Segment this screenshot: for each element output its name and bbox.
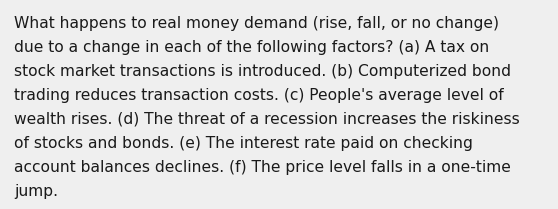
- Text: of stocks and bonds. (e) The interest rate paid on checking: of stocks and bonds. (e) The interest ra…: [14, 136, 473, 151]
- Text: account balances declines. (f) The price level falls in a one-time: account balances declines. (f) The price…: [14, 160, 511, 175]
- Text: stock market transactions is introduced. (b) Computerized bond: stock market transactions is introduced.…: [14, 64, 511, 79]
- Text: What happens to real money demand (rise, fall, or no change): What happens to real money demand (rise,…: [14, 16, 499, 31]
- Text: due to a change in each of the following factors? (a) A tax on: due to a change in each of the following…: [14, 40, 489, 55]
- Text: wealth rises. (d) The threat of a recession increases the riskiness: wealth rises. (d) The threat of a recess…: [14, 112, 519, 127]
- Text: jump.: jump.: [14, 184, 58, 199]
- Text: trading reduces transaction costs. (c) People's average level of: trading reduces transaction costs. (c) P…: [14, 88, 504, 103]
